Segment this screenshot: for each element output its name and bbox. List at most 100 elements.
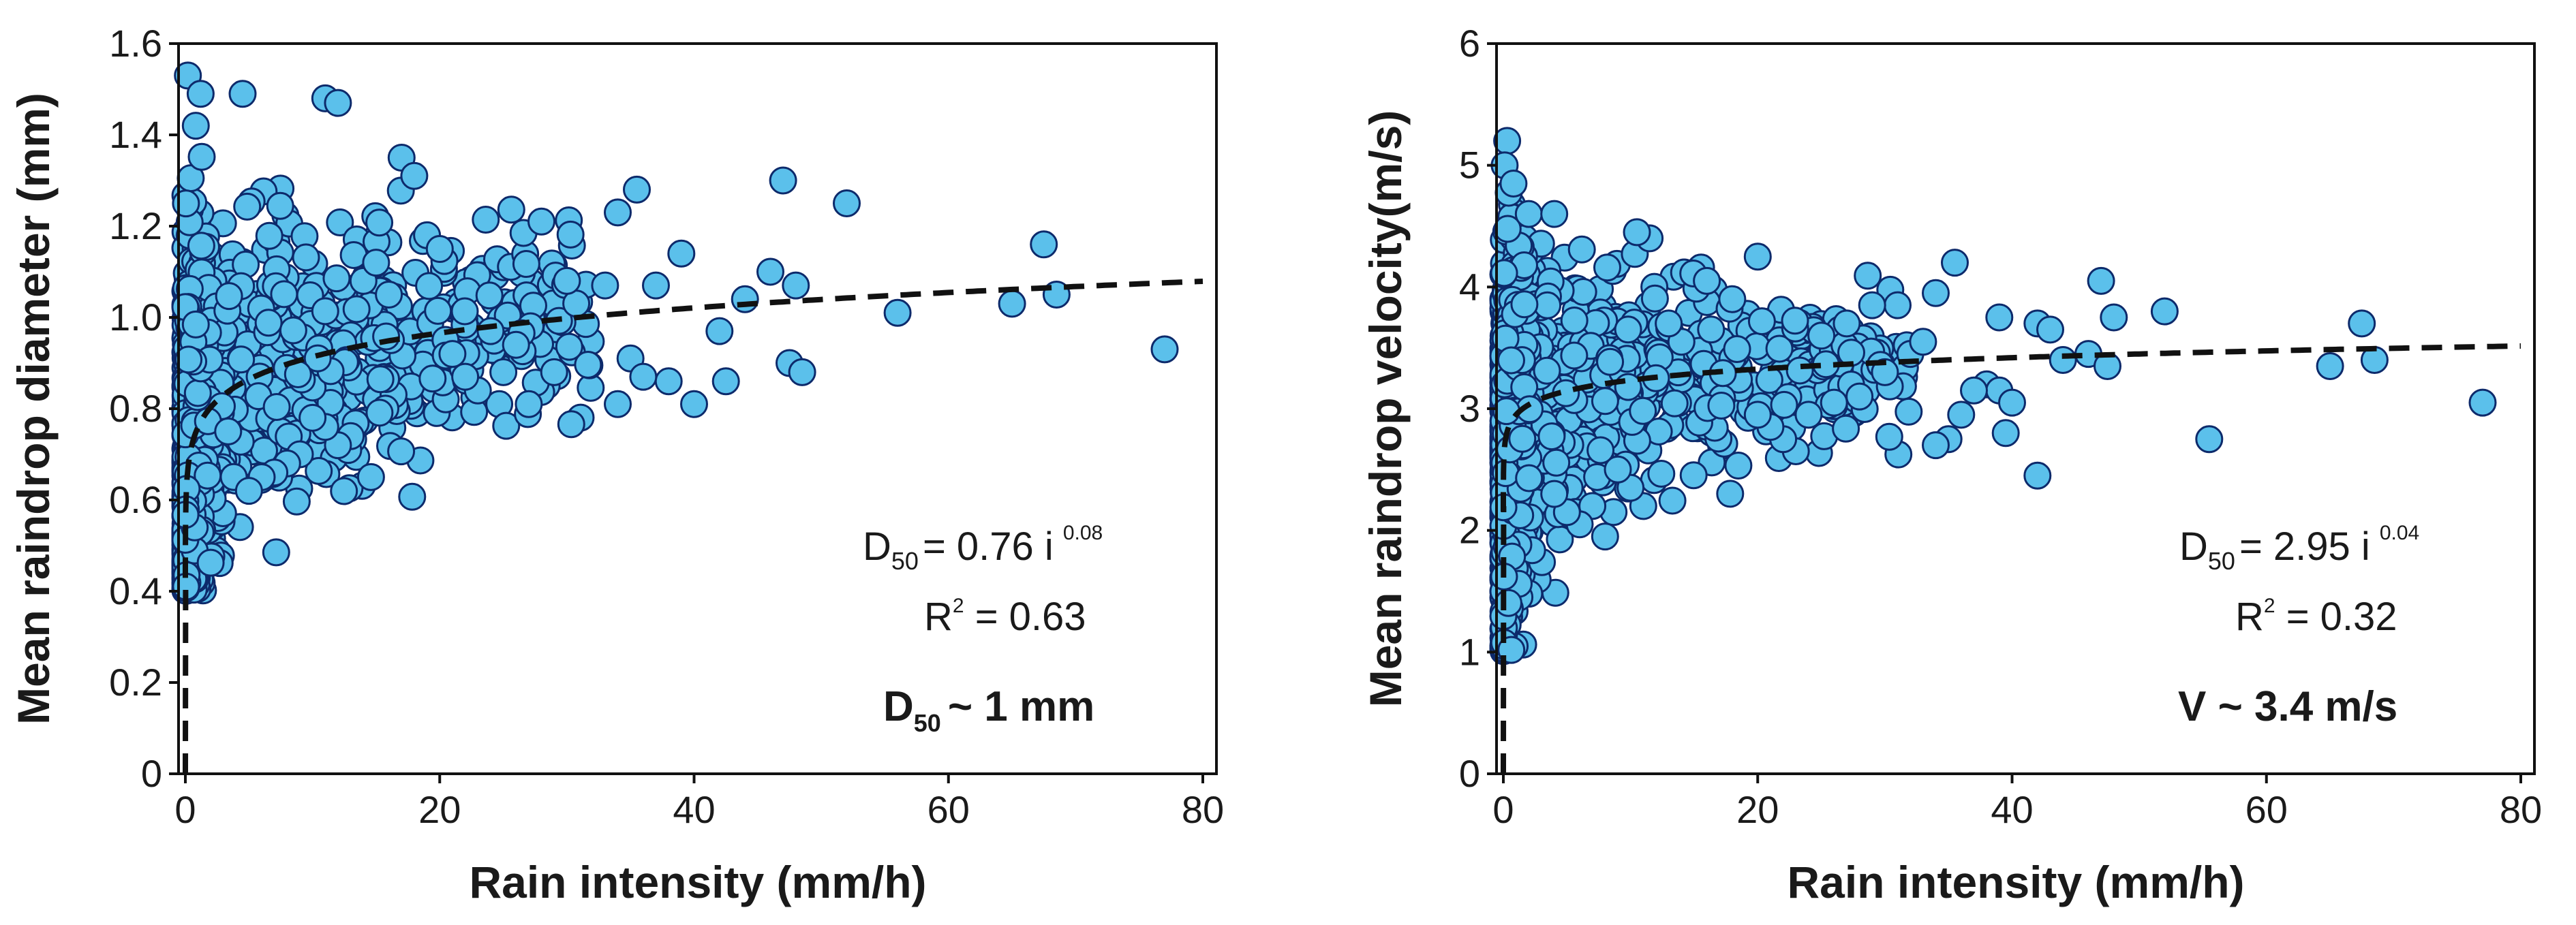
left-chart-x-ticks: 0 20 40 60 80 <box>174 774 1224 831</box>
left-chart-x-axis-title: Rain intensity (mm/h) <box>469 857 926 907</box>
left-chart-r-squared: R2 = 0.63 <box>924 595 1086 639</box>
left-chart-fit-curve <box>183 279 1203 774</box>
data-point <box>557 410 585 439</box>
data-point <box>375 281 403 309</box>
data-point <box>1493 127 1522 155</box>
left-chart-y-axis-title: Mean raindrop diameter (mm) <box>8 93 59 725</box>
data-point <box>553 266 581 295</box>
data-point <box>255 221 283 250</box>
data-point <box>2100 303 2128 332</box>
data-point <box>1623 218 1651 247</box>
y-tick-label: 6 <box>1459 22 1480 65</box>
data-point <box>1743 401 1772 429</box>
data-point <box>266 191 294 220</box>
y-tick-label: 0.8 <box>109 387 162 430</box>
data-point <box>2049 346 2077 374</box>
data-point <box>492 411 521 440</box>
y-tick-label: 0.6 <box>109 478 162 521</box>
data-point <box>574 351 602 379</box>
data-point <box>2150 297 2179 326</box>
data-point <box>654 367 683 396</box>
data-point <box>262 393 291 421</box>
data-point <box>181 310 210 339</box>
data-point <box>1941 249 1969 277</box>
data-point <box>1490 259 1518 287</box>
data-point <box>438 340 467 369</box>
data-point <box>187 142 216 171</box>
data-point <box>1508 424 1537 453</box>
y-tick-label: 3 <box>1459 387 1480 430</box>
data-point <box>1875 422 1903 451</box>
data-point <box>342 295 371 324</box>
data-point <box>489 358 518 386</box>
x-tick-label: 40 <box>673 788 715 831</box>
right-chart-y-axis-title: Mean raindrop velocity(m/s) <box>1360 110 1411 708</box>
data-point <box>196 548 225 577</box>
data-point <box>1030 230 1058 259</box>
data-point <box>2348 309 2376 338</box>
data-point <box>322 264 351 293</box>
x-tick-label: 80 <box>1182 788 1224 831</box>
data-point <box>228 80 257 108</box>
data-point <box>756 257 784 286</box>
right-chart-points <box>1489 127 2497 665</box>
data-point <box>365 398 394 427</box>
x-tick-label: 40 <box>1991 788 2033 831</box>
data-point <box>1604 455 1632 484</box>
data-point <box>604 198 632 227</box>
data-point <box>629 362 658 391</box>
y-tick-label: 1.6 <box>109 22 162 65</box>
left-chart: 0 0.2 0.4 0.6 0.8 1.0 1.2 1.4 1.6 0 20 40 60 80 Rain… <box>8 22 1224 907</box>
data-point <box>1785 356 1814 385</box>
data-point <box>450 297 479 326</box>
data-point <box>782 271 810 300</box>
y-tick-label: 5 <box>1459 144 1480 187</box>
data-point <box>705 317 734 345</box>
data-point <box>623 175 651 204</box>
data-point <box>270 280 298 309</box>
data-point <box>1985 303 2014 332</box>
data-point <box>1820 388 1848 417</box>
data-point <box>2316 352 2344 380</box>
data-point <box>172 189 200 218</box>
data-point <box>1723 335 1751 363</box>
data-point <box>642 271 670 300</box>
data-point <box>181 112 210 140</box>
data-point <box>680 390 708 418</box>
data-point <box>540 358 568 386</box>
data-point <box>1540 480 1569 508</box>
data-point <box>1947 401 1976 429</box>
data-point <box>398 482 427 511</box>
data-point <box>711 367 740 396</box>
data-point <box>527 207 555 236</box>
data-point <box>604 390 632 418</box>
data-point <box>214 417 243 445</box>
data-point <box>1854 262 1882 290</box>
data-point <box>591 271 619 300</box>
data-point <box>425 235 454 263</box>
data-point <box>215 282 243 311</box>
data-point <box>1845 382 1874 411</box>
data-point <box>372 322 401 351</box>
data-point <box>1537 422 1566 451</box>
data-point <box>1895 397 1923 426</box>
data-point <box>1909 328 1937 356</box>
data-point <box>1658 486 1687 515</box>
data-point <box>356 462 385 491</box>
right-chart-x-axis-title: Rain intensity (mm/h) <box>1787 857 2244 907</box>
y-tick-label: 2 <box>1459 509 1480 552</box>
data-point <box>1960 376 1988 405</box>
x-tick-label: 0 <box>1492 788 1514 831</box>
data-point <box>1150 335 1179 364</box>
data-point <box>305 456 333 485</box>
data-point <box>1614 373 1642 401</box>
y-tick-label: 0.2 <box>109 661 162 704</box>
x-tick-label: 0 <box>174 788 196 831</box>
y-tick-label: 1.4 <box>109 113 162 156</box>
x-tick-label: 20 <box>418 788 461 831</box>
data-point <box>1510 290 1539 319</box>
x-tick-label: 20 <box>1736 788 1779 831</box>
data-point <box>497 195 525 224</box>
